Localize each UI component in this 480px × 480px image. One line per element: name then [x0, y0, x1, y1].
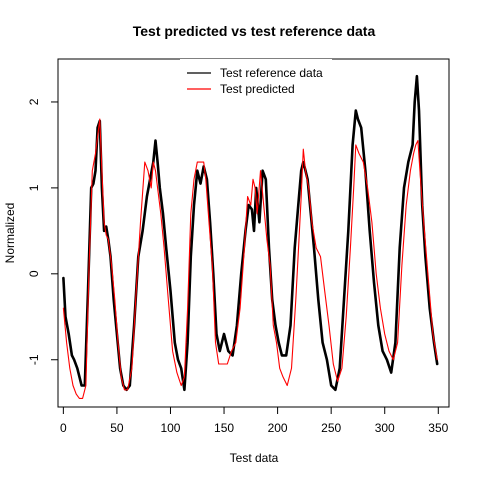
y-axis: -1 0 1 2 — [27, 98, 59, 365]
x-axis-label: Test data — [230, 451, 279, 465]
x-tick-label: 0 — [60, 421, 67, 435]
series-layer — [62, 74, 439, 399]
x-axis: 0 50 100 150 200 250 300 350 — [60, 406, 449, 435]
x-tick-label: 300 — [375, 421, 395, 435]
y-tick-label: 1 — [27, 184, 41, 191]
y-tick-label: 2 — [27, 98, 41, 105]
x-tick-label: 150 — [214, 421, 234, 435]
legend-box — [180, 59, 332, 99]
legend: Test reference data Test predicted — [180, 59, 332, 99]
x-tick-label: 50 — [110, 421, 124, 435]
x-tick-label: 100 — [160, 421, 180, 435]
y-tick-label: -1 — [27, 354, 41, 365]
x-tick-label: 250 — [321, 421, 341, 435]
y-tick-label: 0 — [27, 270, 41, 277]
legend-entry-label: Test reference data — [220, 66, 323, 80]
chart-title: Test predicted vs test reference data — [133, 23, 376, 39]
x-tick-label: 200 — [268, 421, 288, 435]
legend-entry-label: Test predicted — [220, 82, 295, 96]
series-line-test-predicted — [62, 118, 438, 399]
y-axis-label: Normalized — [3, 203, 17, 264]
x-tick-label: 350 — [428, 421, 448, 435]
series-line-test-reference — [62, 74, 439, 392]
